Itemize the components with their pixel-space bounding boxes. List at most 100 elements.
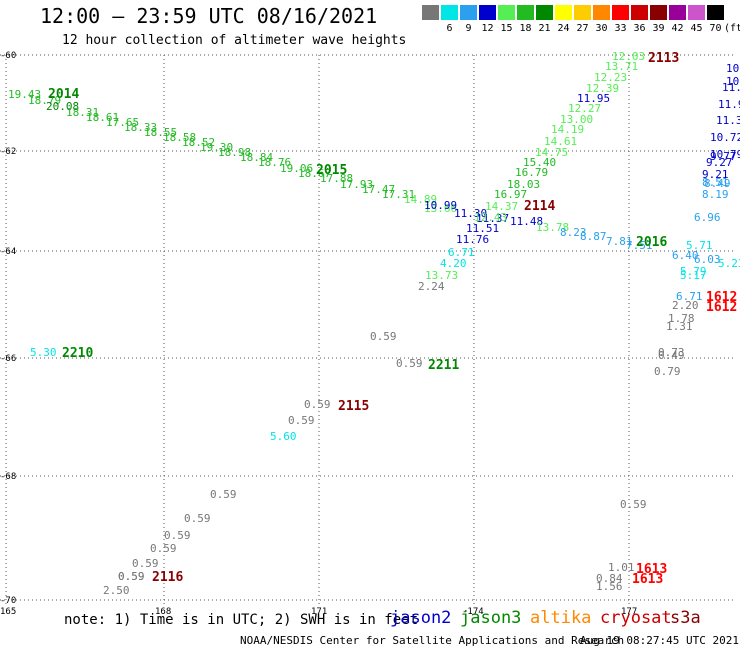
swh-value: 0.59 [132,557,159,570]
swh-value: 12.27 [568,102,601,115]
swh-value: 5.71 [686,239,713,252]
swh-value: 10.99 [424,199,457,212]
swh-value: 1.37 [0,0,27,3]
swh-value: 4.20 [440,257,467,270]
swh-value: 14.37 [485,200,518,213]
swh-value: 10. [726,75,740,88]
swh-value: 5.17 [680,269,707,282]
color-scale-label: 70 [709,23,722,34]
swh-value: 5.23 [718,257,740,270]
swh-value: 20.08 [46,100,79,113]
swh-value: 9.77 [710,150,737,163]
map-subtitle: 12 hour collection of altimeter wave hei… [62,33,407,48]
swh-value: 6.71 [448,246,475,259]
lon-label: 171 [311,607,327,617]
pass-label: 1612 [706,290,737,305]
pass-label: 2115 [338,399,369,414]
swh-value: 11.37 [476,212,509,225]
swh-value: 0.73 [658,346,685,359]
swh-value: 17.88 [320,172,353,185]
swh-value: 8.49 [704,177,731,190]
footer-timestamp: Aug 19 08:27:45 UTC 2021 [580,634,739,647]
lat-label: -62 [0,147,16,157]
legend-s3a: s3a [670,608,701,628]
swh-value: 16.79 [515,166,548,179]
color-scale-unit: (ft) [724,23,740,34]
pass-label: 1612 [706,300,737,315]
swh-value: 11.8 [722,81,740,94]
color-scale-label: 36 [633,23,646,34]
pass-label: 1613 [632,572,663,587]
legend-jason2: jason2 [390,608,452,628]
swh-value: 13.00 [560,113,593,126]
swh-value: 18.33 [124,121,157,134]
lon-label: 165 [0,607,16,617]
color-scale-swatch [479,5,496,20]
color-scale-swatch [631,5,648,20]
lon-label: 177 [621,607,637,617]
swh-value: 14.19 [551,123,584,136]
swh-value: 0.59 [620,498,647,511]
swh-value: 15.40 [523,156,556,169]
swh-value: 5.60 [270,430,297,443]
lat-label: -70 [0,596,16,606]
pass-label: 2015 [316,163,347,178]
color-scale-swatch [612,5,629,20]
footer-source: NOAA/NESDIS Center for Satellite Applica… [240,634,625,647]
swh-value: 0.59 [184,512,211,525]
color-scale-label: 24 [557,23,570,34]
swh-value: 0.59 [288,414,315,427]
swh-value: 8.51 [702,176,729,189]
color-scale-label: 18 [519,23,532,34]
swh-value: 1.56 [596,580,623,593]
swh-value: 2.24 [418,280,445,293]
swh-value: 6.71 [676,290,703,303]
swh-value: 13.73 [425,269,458,282]
legend-jason3: jason3 [460,608,522,628]
color-scale-swatch [574,5,591,20]
swh-value: 10.72 [710,131,740,144]
swh-value: 0.84 [596,572,623,585]
swh-value: 14.75 [535,146,568,159]
swh-value: 16.97 [494,188,527,201]
pass-label: 2016 [636,235,667,250]
graticule [0,54,735,605]
legend-cryosat: cryosat [600,608,672,628]
swh-value: 19.30 [200,141,233,154]
legend-note: note: 1) Time is in UTC; 2) SWH is in fe… [64,612,419,628]
color-scale-swatch [555,5,572,20]
color-scale-swatch [688,5,705,20]
swh-value: 0.59 [118,570,145,583]
color-scale-swatch [593,5,610,20]
swh-value: 12.23 [594,71,627,84]
swh-value: 2.50 [103,584,130,597]
swh-value: 18.98 [218,146,251,159]
swh-value: 18.84 [240,151,273,164]
legend-altika: altika [530,608,592,628]
color-scale-label: 39 [652,23,665,34]
swh-value: 5.79 [680,265,707,278]
swh-value: 10.79 [710,148,740,161]
map-title: 12:00 — 23:59 UTC 08/16/2021 [40,4,378,28]
swh-value: 0.59 [210,488,237,501]
lon-label: -174 [462,607,484,617]
swh-value: 8.19 [702,188,729,201]
color-scale-label: 12 [481,23,494,34]
pass-label: 2113 [648,51,679,66]
swh-value: 7.81 [606,235,633,248]
swh-value: 8.23 [560,226,587,239]
swh-value: 9.21 [702,168,729,181]
swh-value: 11.95 [577,92,610,105]
swh-value: 13.78 [536,221,569,234]
pass-label: 2014 [48,87,79,102]
swh-value: 11.9 [718,98,740,111]
swh-value: 17.65 [106,116,139,129]
color-scale-swatch [650,5,667,20]
swh-value: 1.78 [668,312,695,325]
swh-value: 6.40 [672,249,699,262]
swh-value: 0.49 [658,349,685,362]
swh-value: 14.61 [544,135,577,148]
pass-label: 2211 [428,358,459,373]
